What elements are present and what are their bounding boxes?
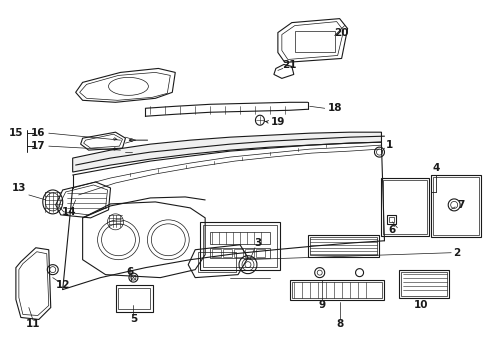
Bar: [223, 249, 232, 257]
Text: 6: 6: [389, 225, 396, 235]
Text: 15: 15: [9, 128, 23, 138]
Text: 1: 1: [386, 140, 393, 150]
Text: 12: 12: [55, 280, 70, 289]
Bar: [290, 280, 385, 300]
Bar: [245, 249, 254, 257]
Text: 6: 6: [127, 267, 134, 276]
Text: 3: 3: [254, 238, 262, 248]
Bar: [292, 282, 383, 298]
Bar: [210, 248, 270, 258]
Bar: [116, 285, 153, 312]
Text: 14: 14: [61, 207, 76, 217]
Text: 17: 17: [30, 141, 45, 151]
Text: 7: 7: [458, 200, 465, 210]
Bar: [384, 180, 427, 234]
Text: 8: 8: [336, 319, 343, 329]
Bar: [401, 272, 447, 296]
Bar: [119, 288, 150, 310]
Text: 13: 13: [12, 183, 26, 193]
Text: 5: 5: [130, 314, 137, 324]
Text: 9: 9: [318, 300, 325, 310]
Bar: [431, 175, 481, 237]
Text: 18: 18: [327, 103, 342, 113]
Bar: [234, 249, 243, 257]
Bar: [198, 252, 236, 272]
Bar: [295, 31, 335, 53]
Bar: [210, 232, 270, 244]
Text: 4: 4: [433, 163, 440, 173]
Text: 16: 16: [30, 128, 45, 138]
Bar: [310, 237, 377, 255]
Bar: [433, 177, 479, 235]
Polygon shape: [73, 132, 382, 172]
Text: 20: 20: [334, 28, 349, 37]
Text: 10: 10: [414, 300, 429, 310]
Bar: [203, 225, 277, 267]
Bar: [200, 222, 280, 270]
Bar: [212, 249, 221, 257]
Bar: [382, 178, 429, 236]
Bar: [256, 249, 265, 257]
Text: 11: 11: [25, 319, 40, 329]
Bar: [308, 235, 379, 257]
Bar: [399, 270, 449, 298]
Bar: [388, 215, 396, 224]
Text: 19: 19: [270, 117, 285, 127]
Text: 2: 2: [454, 248, 461, 258]
Bar: [390, 217, 394, 222]
Text: 21: 21: [283, 60, 297, 71]
